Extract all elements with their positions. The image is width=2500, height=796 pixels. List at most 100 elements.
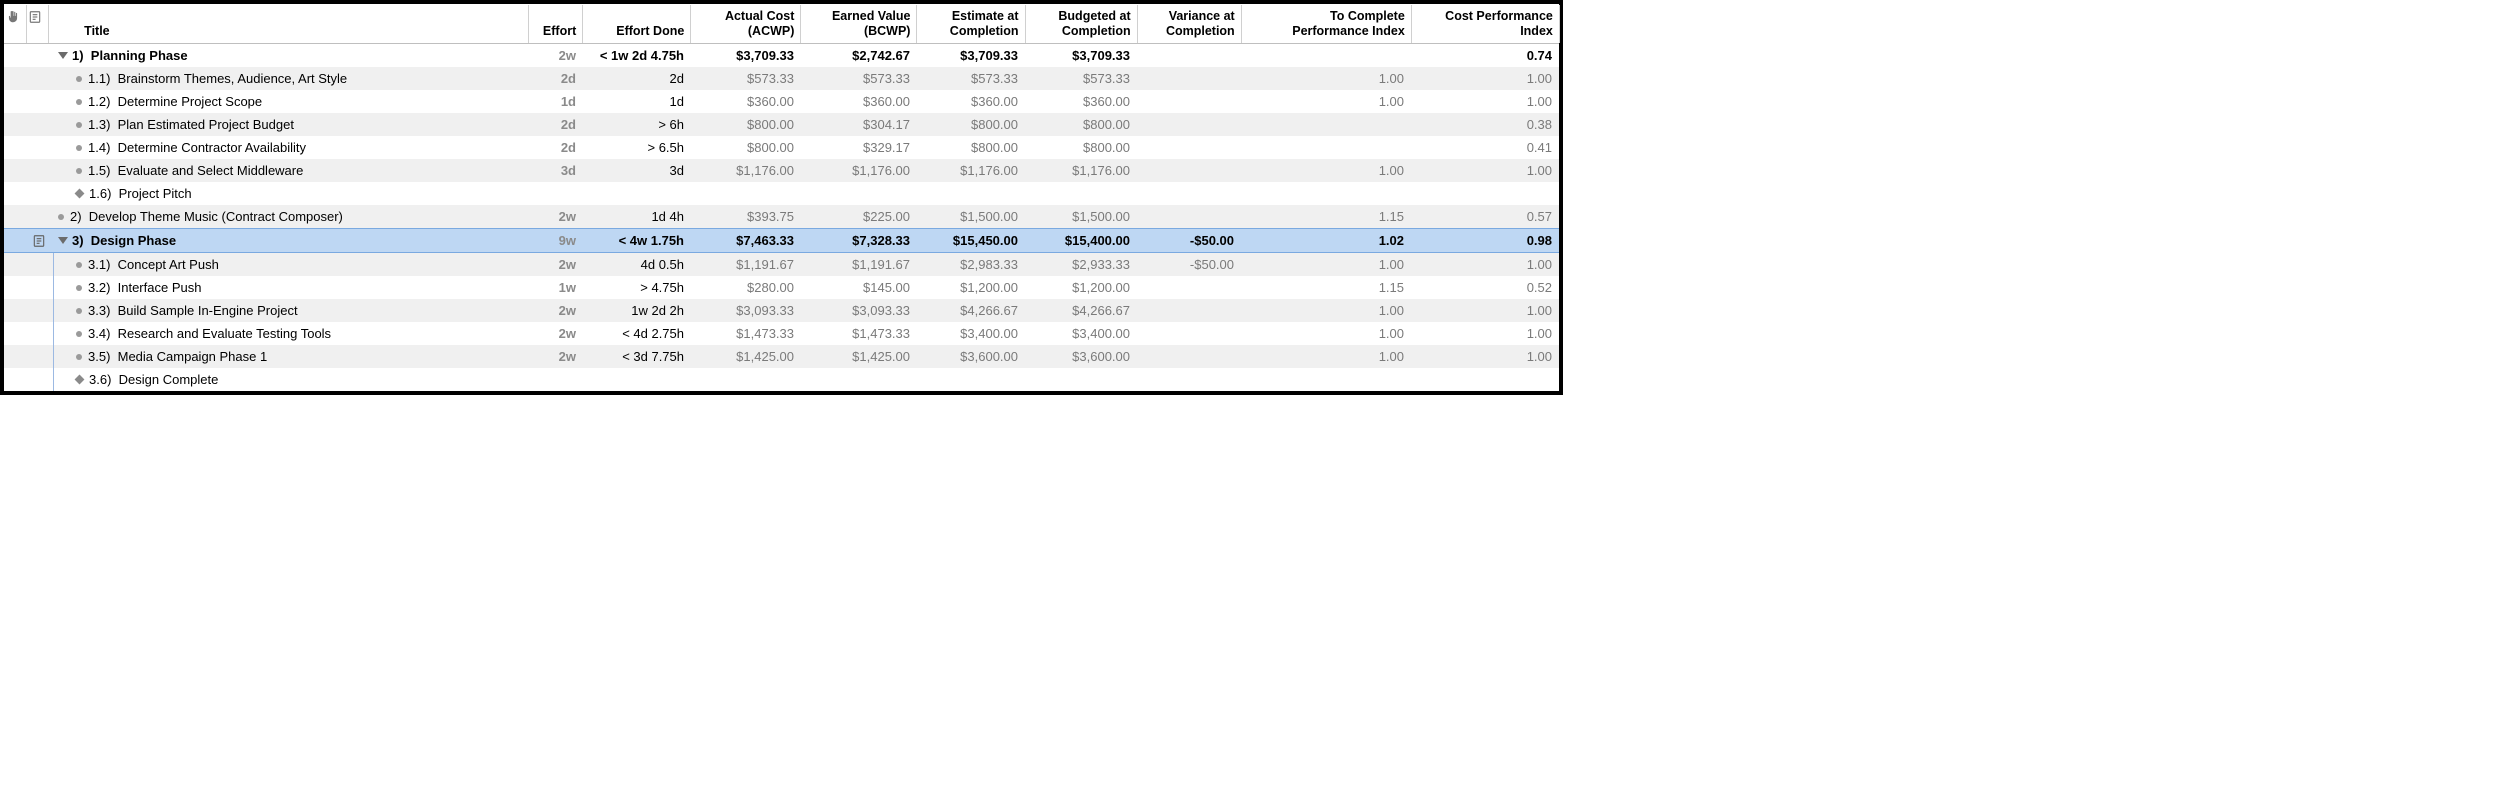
bcwp-cell[interactable]: $1,425.00 — [800, 349, 916, 364]
tcpi-cell[interactable]: 1.00 — [1240, 257, 1410, 272]
table-row[interactable]: 1.2) Determine Project Scope1d1d$360.00$… — [4, 90, 1559, 113]
tcpi-cell[interactable]: 1.15 — [1240, 280, 1410, 295]
cpi-cell[interactable]: 1.00 — [1410, 257, 1558, 272]
table-row[interactable]: 1.4) Determine Contractor Availability2d… — [4, 136, 1559, 159]
tcpi-cell[interactable]: 1.00 — [1240, 326, 1410, 341]
effort-done-cell[interactable]: < 4d 2.75h — [582, 326, 690, 341]
effort-cell[interactable]: 2w — [528, 257, 582, 272]
header-cpi[interactable]: Cost Performance Index — [1411, 7, 1559, 43]
bac-cell[interactable]: $1,176.00 — [1024, 163, 1136, 178]
effort-done-cell[interactable]: > 4.75h — [582, 280, 690, 295]
title-cell[interactable]: 3.4) Research and Evaluate Testing Tools — [48, 326, 528, 341]
cpi-cell[interactable]: 1.00 — [1410, 303, 1558, 318]
cpi-cell[interactable]: 1.00 — [1410, 94, 1558, 109]
bac-cell[interactable]: $573.33 — [1024, 71, 1136, 86]
cpi-cell[interactable]: 1.00 — [1410, 163, 1558, 178]
table-row[interactable]: 1.6) Project Pitch — [4, 182, 1559, 205]
bac-cell[interactable]: $1,500.00 — [1024, 209, 1136, 224]
tcpi-cell[interactable]: 1.00 — [1240, 163, 1410, 178]
title-cell[interactable]: 1.2) Determine Project Scope — [48, 94, 528, 109]
acwp-cell[interactable]: $1,176.00 — [690, 163, 800, 178]
effort-cell[interactable]: 2w — [528, 303, 582, 318]
bcwp-cell[interactable]: $1,473.33 — [800, 326, 916, 341]
bac-cell[interactable]: $3,400.00 — [1024, 326, 1136, 341]
title-cell[interactable]: 1.5) Evaluate and Select Middleware — [48, 163, 528, 178]
effort-done-cell[interactable]: < 4w 1.75h — [582, 233, 690, 248]
title-cell[interactable]: 2) Develop Theme Music (Contract Compose… — [48, 209, 528, 224]
effort-cell[interactable]: 1d — [528, 94, 582, 109]
cpi-cell[interactable]: 0.52 — [1410, 280, 1558, 295]
eac-cell[interactable]: $3,600.00 — [916, 349, 1024, 364]
bac-cell[interactable]: $1,200.00 — [1024, 280, 1136, 295]
acwp-cell[interactable]: $573.33 — [690, 71, 800, 86]
acwp-cell[interactable]: $3,093.33 — [690, 303, 800, 318]
cpi-cell[interactable]: 0.74 — [1410, 48, 1558, 63]
cpi-cell[interactable]: 0.41 — [1410, 140, 1558, 155]
bcwp-cell[interactable]: $3,093.33 — [800, 303, 916, 318]
tcpi-cell[interactable]: 1.02 — [1240, 233, 1410, 248]
effort-done-cell[interactable]: < 3d 7.75h — [582, 349, 690, 364]
table-row[interactable]: 1) Planning Phase2w< 1w 2d 4.75h$3,709.3… — [4, 44, 1559, 67]
header-title[interactable]: Title — [48, 22, 528, 43]
eac-cell[interactable]: $1,500.00 — [916, 209, 1024, 224]
title-cell[interactable]: 3.5) Media Campaign Phase 1 — [48, 349, 528, 364]
cpi-cell[interactable]: 1.00 — [1410, 326, 1558, 341]
effort-done-cell[interactable]: 1d 4h — [582, 209, 690, 224]
header-vac[interactable]: Variance at Completion — [1137, 7, 1241, 43]
header-acwp[interactable]: Actual Cost (ACWP) — [690, 7, 800, 43]
bac-cell[interactable]: $4,266.67 — [1024, 303, 1136, 318]
header-effort-done[interactable]: Effort Done — [582, 22, 690, 43]
effort-cell[interactable]: 2w — [528, 209, 582, 224]
effort-done-cell[interactable]: > 6.5h — [582, 140, 690, 155]
table-row[interactable]: 1.3) Plan Estimated Project Budget2d> 6h… — [4, 113, 1559, 136]
cpi-cell[interactable]: 0.98 — [1410, 233, 1558, 248]
title-cell[interactable]: 3.2) Interface Push — [48, 280, 528, 295]
disclosure-triangle-icon[interactable] — [58, 52, 68, 59]
tcpi-cell[interactable]: 1.00 — [1240, 349, 1410, 364]
vac-cell[interactable]: -$50.00 — [1136, 233, 1240, 248]
acwp-cell[interactable]: $280.00 — [690, 280, 800, 295]
table-row[interactable]: 3.5) Media Campaign Phase 12w< 3d 7.75h$… — [4, 345, 1559, 368]
effort-done-cell[interactable]: 3d — [582, 163, 690, 178]
eac-cell[interactable]: $800.00 — [916, 117, 1024, 132]
effort-cell[interactable]: 2d — [528, 140, 582, 155]
acwp-cell[interactable]: $1,425.00 — [690, 349, 800, 364]
header-eac[interactable]: Estimate at Completion — [917, 7, 1025, 43]
effort-done-cell[interactable]: 1w 2d 2h — [582, 303, 690, 318]
tcpi-cell[interactable]: 1.00 — [1240, 71, 1410, 86]
tcpi-cell[interactable]: 1.00 — [1240, 303, 1410, 318]
eac-cell[interactable]: $573.33 — [916, 71, 1024, 86]
bcwp-cell[interactable]: $329.17 — [800, 140, 916, 155]
row-note-cell[interactable] — [26, 234, 48, 248]
cpi-cell[interactable]: 1.00 — [1410, 71, 1558, 86]
header-bcwp[interactable]: Earned Value (BCWP) — [800, 7, 916, 43]
title-cell[interactable]: 1.4) Determine Contractor Availability — [48, 140, 528, 155]
header-effort[interactable]: Effort — [528, 22, 582, 43]
bcwp-cell[interactable]: $145.00 — [800, 280, 916, 295]
bac-cell[interactable]: $15,400.00 — [1024, 233, 1136, 248]
bcwp-cell[interactable]: $360.00 — [800, 94, 916, 109]
acwp-cell[interactable]: $393.75 — [690, 209, 800, 224]
effort-cell[interactable]: 2d — [528, 71, 582, 86]
eac-cell[interactable]: $4,266.67 — [916, 303, 1024, 318]
bcwp-cell[interactable]: $7,328.33 — [800, 233, 916, 248]
bac-cell[interactable]: $3,709.33 — [1024, 48, 1136, 63]
title-cell[interactable]: 3.3) Build Sample In-Engine Project — [48, 303, 528, 318]
eac-cell[interactable]: $800.00 — [916, 140, 1024, 155]
title-cell[interactable]: 1.3) Plan Estimated Project Budget — [48, 117, 528, 132]
cpi-cell[interactable]: 1.00 — [1410, 349, 1558, 364]
effort-done-cell[interactable]: < 1w 2d 4.75h — [582, 48, 690, 63]
tcpi-cell[interactable]: 1.15 — [1240, 209, 1410, 224]
effort-done-cell[interactable]: 2d — [582, 71, 690, 86]
title-cell[interactable]: 1.6) Project Pitch — [48, 186, 528, 201]
title-cell[interactable]: 3.1) Concept Art Push — [48, 257, 528, 272]
bac-cell[interactable]: $800.00 — [1024, 117, 1136, 132]
table-row[interactable]: 3.6) Design Complete — [4, 368, 1559, 391]
bac-cell[interactable]: $2,933.33 — [1024, 257, 1136, 272]
effort-cell[interactable]: 2w — [528, 326, 582, 341]
eac-cell[interactable]: $15,450.00 — [916, 233, 1024, 248]
effort-cell[interactable]: 2w — [528, 48, 582, 63]
bac-cell[interactable]: $800.00 — [1024, 140, 1136, 155]
effort-cell[interactable]: 3d — [528, 163, 582, 178]
effort-cell[interactable]: 1w — [528, 280, 582, 295]
